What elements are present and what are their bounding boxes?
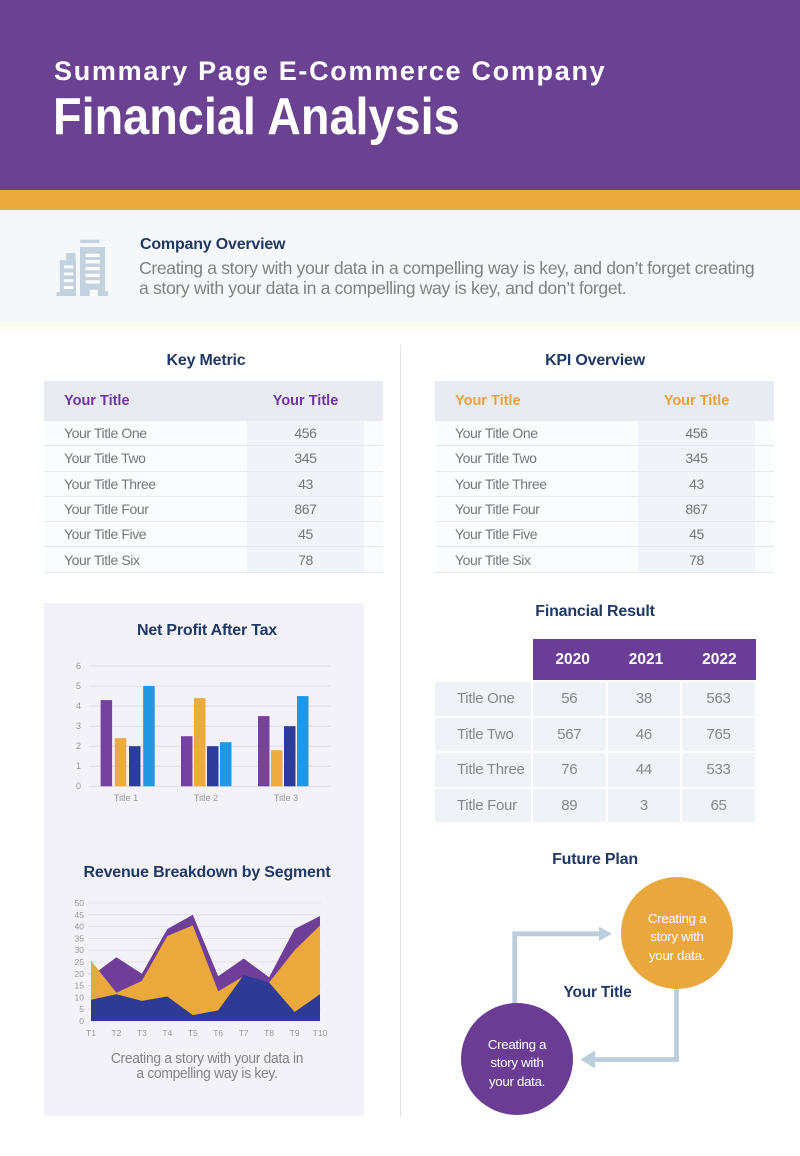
svg-text:4: 4 <box>76 701 81 711</box>
svg-text:50: 50 <box>75 898 85 908</box>
svg-text:3: 3 <box>76 721 81 731</box>
svg-text:T6: T6 <box>213 1028 223 1038</box>
svg-text:1: 1 <box>76 761 81 771</box>
svg-text:Title 3: Title 3 <box>274 793 298 803</box>
svg-text:20: 20 <box>75 969 85 979</box>
svg-text:25: 25 <box>75 957 85 967</box>
svg-text:T4: T4 <box>162 1028 172 1038</box>
svg-text:T5: T5 <box>188 1028 198 1038</box>
svg-text:5: 5 <box>79 1004 84 1014</box>
svg-text:15: 15 <box>75 981 85 991</box>
svg-text:45: 45 <box>75 910 85 920</box>
svg-text:T3: T3 <box>137 1028 147 1038</box>
svg-text:Title 2: Title 2 <box>194 793 218 803</box>
svg-text:T2: T2 <box>111 1028 121 1038</box>
svg-text:6: 6 <box>76 661 81 671</box>
svg-text:2: 2 <box>76 741 81 751</box>
svg-text:T10: T10 <box>313 1028 328 1038</box>
svg-text:Title 1: Title 1 <box>114 793 138 803</box>
svg-text:T8: T8 <box>264 1028 274 1038</box>
svg-text:35: 35 <box>75 933 85 943</box>
svg-text:0: 0 <box>79 1016 84 1026</box>
svg-text:5: 5 <box>76 681 81 691</box>
svg-text:0: 0 <box>76 781 81 791</box>
svg-text:30: 30 <box>75 945 85 955</box>
svg-text:T7: T7 <box>239 1028 249 1038</box>
svg-text:T9: T9 <box>290 1028 300 1038</box>
svg-text:10: 10 <box>75 992 85 1002</box>
svg-text:40: 40 <box>75 922 85 932</box>
svg-text:T1: T1 <box>86 1028 96 1038</box>
